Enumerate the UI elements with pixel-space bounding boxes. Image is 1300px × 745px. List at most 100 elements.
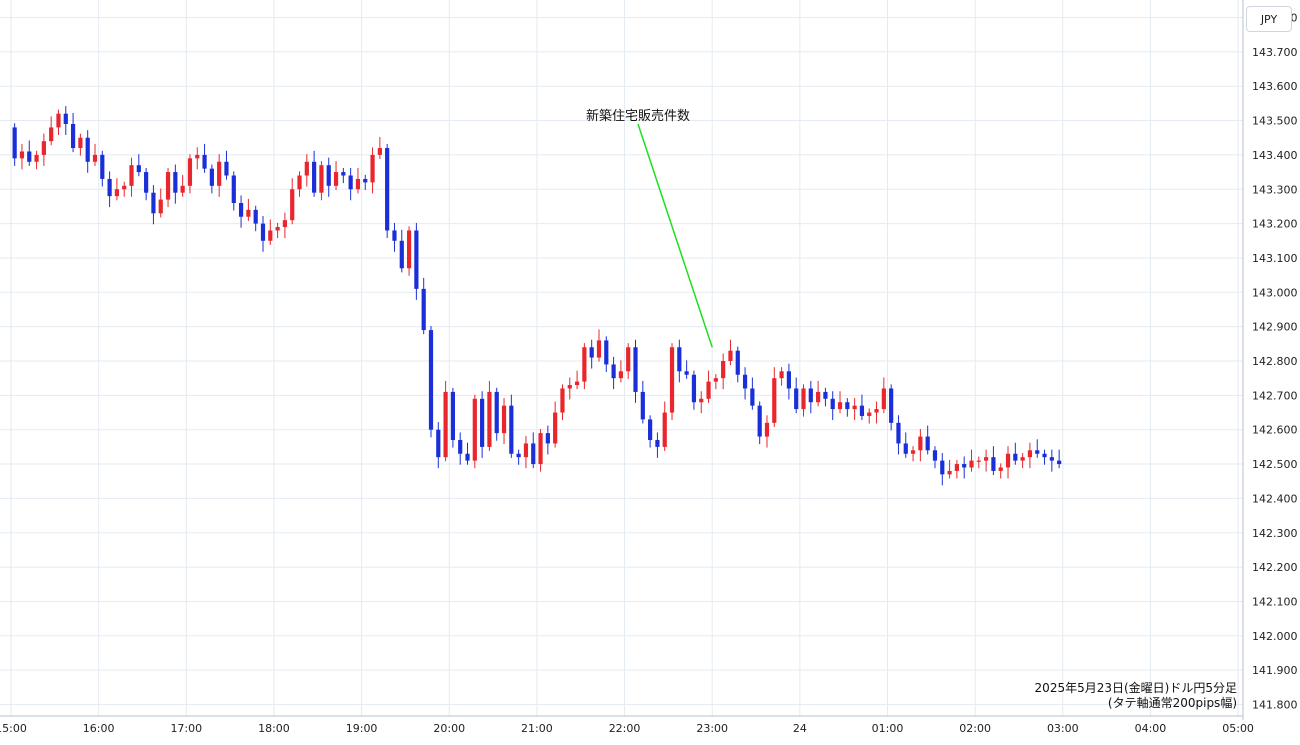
candle-body-up xyxy=(764,422,770,437)
candle-body-up xyxy=(34,154,39,162)
y-tick-label: 143.200 xyxy=(1252,218,1298,231)
candle-body-up xyxy=(92,154,98,162)
candle-body-down xyxy=(392,230,397,241)
y-tick-label: 142.000 xyxy=(1252,630,1298,643)
candle-body-down xyxy=(691,374,697,403)
candle-body-down xyxy=(604,340,609,365)
candle-body-down xyxy=(238,202,244,217)
time-axis[interactable]: 15:00 16:00 17:00 18:00 19:00 20:00 21:00 22:00… xyxy=(0,722,1254,735)
candle-body-down xyxy=(516,453,521,458)
candle-body-down xyxy=(421,288,426,331)
price-axis[interactable]: 143.800143.700143.600143.500143.400143.3… xyxy=(1252,12,1298,712)
candle-body-down xyxy=(1013,453,1018,461)
candle-body-down xyxy=(794,388,799,410)
candle-body-up xyxy=(304,161,309,176)
x-tick-label: 16:00 xyxy=(83,722,115,735)
candle-body-up xyxy=(297,175,302,190)
candle-body-down xyxy=(494,391,499,434)
candle-body-up xyxy=(852,405,857,410)
candle-body-up xyxy=(487,391,492,447)
candle-body-down xyxy=(940,460,945,475)
candle-body-down xyxy=(63,113,68,124)
candle-body-up xyxy=(984,457,989,461)
candle-body-up xyxy=(779,371,784,379)
candle-body-down xyxy=(348,175,353,190)
y-tick-label: 143.100 xyxy=(1252,252,1298,265)
candle-body-down xyxy=(85,137,90,162)
candle-body-down xyxy=(70,123,76,149)
candle-body-up xyxy=(816,391,821,403)
candle-body-up xyxy=(180,185,185,193)
currency-badge[interactable]: JPY xyxy=(1246,6,1292,32)
x-tick-label: 01:00 xyxy=(872,722,904,735)
candle-body-up xyxy=(49,127,54,142)
candle-body-down xyxy=(100,154,105,179)
y-tick-label: 143.700 xyxy=(1252,46,1298,59)
candle-body-down xyxy=(932,450,938,461)
x-tick-label: 22:00 xyxy=(609,722,641,735)
candle-body-down xyxy=(545,433,550,444)
chart-caption-line1: 2025年5月23日(金曜日)ドル円5分足 xyxy=(1035,680,1237,695)
candle-body-down xyxy=(224,161,229,176)
candle-body-down xyxy=(735,350,740,375)
candle-body-up xyxy=(669,347,675,413)
candle-body-up xyxy=(333,172,339,186)
candle-body-up xyxy=(560,388,565,413)
candle-body-down xyxy=(27,151,32,162)
candle-body-down xyxy=(144,172,149,193)
candle-body-down xyxy=(399,240,404,269)
candle-body-up xyxy=(187,158,193,186)
candle-body-up xyxy=(596,340,602,358)
candle-body-down xyxy=(136,165,141,173)
candle-body-up xyxy=(114,189,120,197)
candle-body-up xyxy=(567,385,572,389)
candle-body-down xyxy=(231,175,236,203)
candle-body-up xyxy=(713,378,718,382)
candle-body-down xyxy=(341,172,346,176)
candle-body-down xyxy=(750,388,755,406)
candle-body-up xyxy=(954,464,959,471)
x-tick-label: 02:00 xyxy=(959,722,991,735)
candle-body-down xyxy=(859,405,865,416)
candle-body-down xyxy=(202,154,207,169)
candle-body-down xyxy=(830,398,835,410)
candle-body-down xyxy=(903,443,908,454)
candle-body-up xyxy=(618,371,623,379)
candle-body-up xyxy=(574,381,580,386)
candle-body-down xyxy=(633,347,638,392)
candle-body-up xyxy=(282,220,288,228)
candle-body-down xyxy=(428,330,434,430)
candle-body-down xyxy=(531,443,536,465)
candle-body-up xyxy=(165,172,171,200)
candle-body-up xyxy=(947,470,952,475)
candle-body-down xyxy=(12,127,17,159)
candle-body-down xyxy=(1035,450,1040,454)
candle-body-up xyxy=(370,154,375,183)
candle-body-up xyxy=(443,391,448,458)
y-tick-label: 142.100 xyxy=(1252,595,1298,608)
candle-body-down xyxy=(684,371,689,375)
candle-body-up xyxy=(472,398,477,461)
candle-body-up xyxy=(801,388,806,410)
candle-body-up xyxy=(728,350,733,361)
candle-body-up xyxy=(976,460,981,462)
event-annotation: 新築住宅販売件数 xyxy=(586,108,713,348)
candle-body-down xyxy=(589,347,594,358)
candle-body-down xyxy=(260,223,266,241)
candle-body-up xyxy=(195,154,200,159)
candle-body-down xyxy=(1049,457,1054,461)
candle-body-down xyxy=(962,464,967,468)
y-tick-label: 143.300 xyxy=(1252,183,1298,196)
candle-body-down xyxy=(677,347,682,372)
y-tick-label: 142.500 xyxy=(1252,458,1298,471)
candles-group xyxy=(12,106,1062,486)
y-tick-label: 142.600 xyxy=(1252,424,1298,437)
candle-body-up xyxy=(699,398,704,403)
y-tick-label: 143.400 xyxy=(1252,149,1298,162)
candle-body-down xyxy=(808,388,813,403)
candle-body-down xyxy=(742,374,748,389)
candle-body-down xyxy=(253,209,258,224)
x-tick-label: 05:00 xyxy=(1222,722,1254,735)
candle-body-up xyxy=(706,381,711,399)
